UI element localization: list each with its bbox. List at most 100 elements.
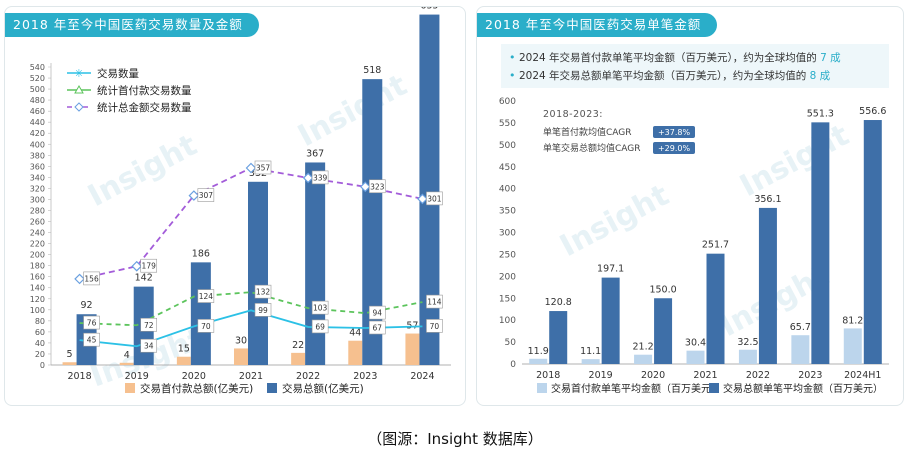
y-tick-label: 0	[510, 360, 516, 370]
y-tick-label: 320	[30, 184, 45, 193]
bar-avg-down-payment-label: 11.9	[528, 346, 549, 357]
series-label-box	[254, 284, 272, 299]
y-tick-label: 360	[30, 162, 45, 171]
figure-caption: （图源：Insight 数据库）	[367, 430, 543, 448]
bar-avg-total-label: 356.1	[754, 194, 781, 205]
x-tick-label: 2022	[296, 371, 320, 382]
series-label-box	[197, 289, 215, 303]
bar-avg-total	[549, 311, 568, 364]
y-tick-label: 260	[30, 218, 45, 227]
y-tick-label: 240	[30, 229, 45, 238]
series-label-box	[426, 294, 443, 309]
series-point-label: 132	[256, 288, 271, 297]
y-tick-label: 520	[30, 74, 45, 83]
series-line	[79, 291, 423, 327]
legend-marker: ✳	[74, 67, 83, 80]
y-tick-label: 120	[30, 295, 45, 304]
chart-right-svg: InsightInsightInsight•2024 年交易首付款单笔平均金额（…	[499, 44, 889, 395]
series-point-label: 357	[256, 163, 271, 172]
bar-down-payment	[176, 356, 191, 365]
series-label-box	[83, 271, 100, 286]
y-tick-label: 0	[40, 361, 45, 370]
bar-avg-total	[654, 298, 673, 364]
y-tick-label: 450	[499, 163, 516, 173]
cagr-heading: 2018-2023:	[543, 109, 603, 120]
note-bullet: •	[509, 51, 516, 64]
legend-label: 交易总额(亿美元)	[282, 382, 364, 395]
bar-avg-down-payment	[581, 359, 600, 364]
y-tick-label: 220	[30, 240, 45, 249]
cagr-value: +29.0%	[658, 144, 691, 153]
y-tick-label: 20	[35, 350, 45, 359]
series-label-box	[254, 160, 272, 175]
note-text-body: 2024 年交易首付款单笔平均金额（百万美元），约为全球均值的	[519, 51, 820, 64]
bar-total-label: 142	[135, 273, 153, 284]
y-tick-label: 280	[30, 206, 45, 215]
series-point-label: 76	[87, 319, 97, 328]
bar-total-amount	[190, 262, 211, 365]
x-tick-label: 2024H1	[844, 370, 881, 381]
series-point-label: 124	[199, 292, 214, 301]
legend-swatch	[709, 383, 719, 393]
series-point	[417, 193, 428, 205]
series-label-box	[140, 338, 158, 353]
bar-avg-total	[811, 122, 830, 364]
chart-title: 2018 年至今中国医药交易数量及金额	[5, 13, 259, 37]
legend-marker	[74, 102, 84, 112]
note-bullet: •	[509, 69, 516, 82]
legend-label: 统计首付款交易数量	[97, 84, 192, 97]
bar-avg-total	[758, 207, 777, 364]
y-tick-label: 500	[30, 85, 45, 94]
series-label-box	[83, 315, 100, 330]
notes-box	[501, 44, 889, 88]
y-tick-label: 80	[35, 317, 45, 326]
y-tick-label: 180	[30, 262, 45, 271]
cagr-value: +37.8%	[658, 128, 691, 137]
series-label-box	[368, 179, 386, 194]
y-tick-label: 100	[30, 306, 45, 315]
cagr-badge	[653, 126, 695, 138]
y-tick-label: 460	[30, 107, 45, 116]
legend-swatch	[537, 383, 547, 393]
y-tick-label: 300	[30, 195, 45, 204]
legend-swatch	[125, 383, 135, 393]
watermark-text: Insight	[82, 128, 202, 214]
chart-panel-deal-volume: 2018 年至今中国医药交易数量及金额 InsightInsightInsigh…	[4, 6, 466, 406]
bar-total-amount	[362, 79, 383, 365]
y-tick-label: 400	[30, 140, 45, 149]
series-point	[74, 273, 85, 285]
y-tick-label: 440	[30, 118, 45, 127]
bar-avg-down-payment	[686, 350, 705, 364]
series-point-label: 94	[373, 309, 383, 318]
x-tick-label: 2018	[67, 371, 91, 382]
series-point-label: 67	[373, 324, 383, 333]
note-highlight: 7 成	[820, 52, 841, 64]
y-tick-label: 140	[30, 284, 45, 293]
bar-down-payment	[119, 362, 134, 365]
x-tick-label: 2020	[182, 371, 206, 382]
bar-total-label: 635	[420, 7, 438, 12]
series-label-box	[140, 317, 158, 332]
series-label-box	[83, 332, 100, 347]
y-tick-label: 600	[499, 97, 516, 107]
bar-avg-total-label: 251.7	[702, 240, 729, 251]
y-tick-label: 100	[499, 316, 516, 326]
watermark-text: Insight	[292, 68, 412, 154]
y-tick-label: 350	[499, 207, 516, 217]
cagr-label: 单笔首付款均值CAGR	[543, 126, 632, 138]
watermark-text: Insight	[734, 118, 854, 204]
series-point-label: 179	[142, 262, 157, 271]
series-point	[302, 172, 314, 184]
y-tick-label: 340	[30, 173, 45, 182]
bar-total-label: 518	[363, 65, 381, 76]
series-line	[79, 309, 423, 348]
chart-left-svg: InsightInsightInsight0204060801001201401…	[30, 7, 451, 395]
bar-avg-down-payment-label: 81.2	[842, 315, 863, 326]
y-tick-label: 150	[499, 294, 516, 304]
bar-total-amount	[305, 162, 326, 365]
y-tick-label: 40	[35, 339, 45, 348]
legend-label: 交易首付款总额(亿美元)	[140, 382, 253, 395]
y-tick-label: 400	[499, 185, 516, 195]
bar-avg-total-label: 551.3	[807, 108, 834, 119]
bar-avg-total-label: 150.0	[649, 284, 676, 295]
